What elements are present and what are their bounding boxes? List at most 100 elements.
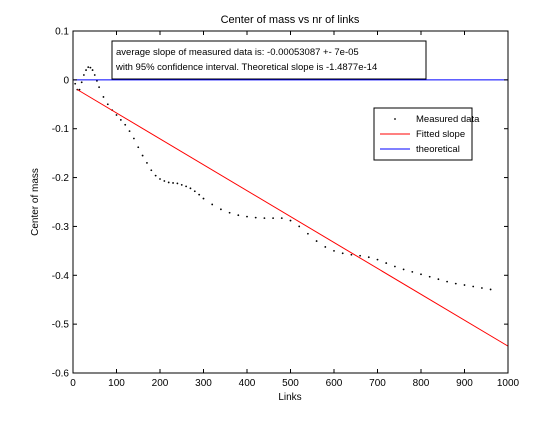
y-tick-label: 0.1 [55,27,69,38]
measured-data-point [180,184,183,186]
x-tick-label: 500 [282,378,299,389]
measured-data-point [428,275,431,278]
measured-data-point [146,162,148,164]
x-tick-label: 900 [456,378,473,389]
measured-data-point [172,182,174,184]
measured-data-point [411,270,414,273]
measured-data-point [98,86,100,89]
series-measured-data [74,66,492,291]
legend: Measured data Fitted slope theoretical [373,107,480,161]
plot-area [73,31,508,373]
measured-data-point [185,185,188,188]
x-tick-label: 600 [326,378,343,389]
y-tick-label: -0.3 [52,222,70,233]
measured-data-point [220,208,222,211]
annotation-line-1: average slope of measured data is: -0.00… [116,47,359,58]
measured-data-point [228,211,231,214]
measured-data-point [141,154,144,157]
x-tick-label: 1000 [497,378,520,389]
measured-data-point [298,225,301,228]
measured-data-point [254,216,257,219]
measured-data-point [481,287,483,289]
measured-data-point [315,240,318,242]
measured-data-point [385,262,388,264]
measured-data-point [437,278,440,281]
y-tick-label: -0.1 [52,124,70,135]
measured-data-point [154,174,157,177]
measured-data-point [211,203,214,206]
x-tick-label: 200 [152,378,169,389]
y-tick-label: -0.6 [52,369,70,380]
measured-data-point [307,232,309,235]
measured-data-point [350,253,353,256]
legend-label-fitted: Fitted slope [416,129,465,140]
measured-data-point [446,280,448,283]
measured-data-point [489,288,492,291]
measured-data-point [189,187,192,190]
measured-data-point [137,146,140,149]
measured-data-point [263,217,266,220]
x-tick-label: 0 [70,378,76,389]
measured-data-point [119,119,122,121]
y-tick-label: -0.4 [52,271,70,282]
measured-data-point [124,123,127,126]
measured-data-point [420,273,422,276]
measured-data-point [115,114,118,116]
series-layer [73,66,509,347]
measured-data-point [454,282,457,285]
x-tick-label: 400 [239,378,256,389]
measured-data-point [237,214,240,217]
measured-data-point [159,178,161,180]
measured-data-point [74,82,77,85]
measured-data-point [333,249,335,252]
y-tick-label: -0.2 [52,173,70,184]
x-tick-label: 700 [369,378,386,389]
x-tick-label: 300 [195,378,212,389]
measured-data-point [133,137,135,140]
measured-data-point [280,217,283,220]
x-ticks: 0 100 200 300 400 500 600 700 800 900 1000 [70,31,520,389]
measured-data-point [359,254,361,257]
measured-data-point [128,130,131,133]
chart-title: Center of mass vs nr of links [221,14,360,26]
measured-data-point [367,256,370,259]
measured-data-point [402,268,405,271]
measured-data-point [394,265,396,268]
x-tick-label: 800 [413,378,430,389]
measured-data-point [376,258,379,261]
legend-label-theoretical: theoretical [416,144,460,155]
measured-data-point [198,193,201,196]
legend-label-measured: Measured data [416,114,480,125]
measured-data-point [463,284,466,286]
measured-data-point [341,252,344,255]
measured-data-point [246,215,248,218]
measured-data-point [176,182,179,185]
measured-data-point [96,79,98,82]
y-tick-label: -0.5 [52,320,70,331]
measured-data-point [324,246,327,248]
measured-data-point [150,169,153,172]
measured-data-point [472,285,475,288]
annotation-box: average slope of measured data is: -0.00… [111,40,427,80]
y-ticks: 0.1 0 -0.1 -0.2 -0.3 -0.4 -0.5 -0.6 [52,27,508,380]
measured-data-point [106,103,109,106]
measured-data-point [82,74,85,76]
legend-frame [373,107,473,161]
measured-data-point [193,190,196,193]
measured-data-point [89,66,92,69]
series-fitted-slope-line [77,89,509,347]
measured-data-point [167,181,170,184]
x-tick-label: 100 [108,378,125,389]
y-axis-label: Center of mass [30,168,41,236]
measured-data-point [93,74,96,76]
legend-marker-measured [394,118,396,120]
measured-data-point [91,69,94,71]
y-tick-label: 0 [63,75,69,86]
measured-data-point [80,81,83,84]
measured-data-point [202,197,205,200]
measured-data-point [272,217,274,220]
measured-data-point [87,66,90,69]
x-axis-label: Links [278,392,301,403]
